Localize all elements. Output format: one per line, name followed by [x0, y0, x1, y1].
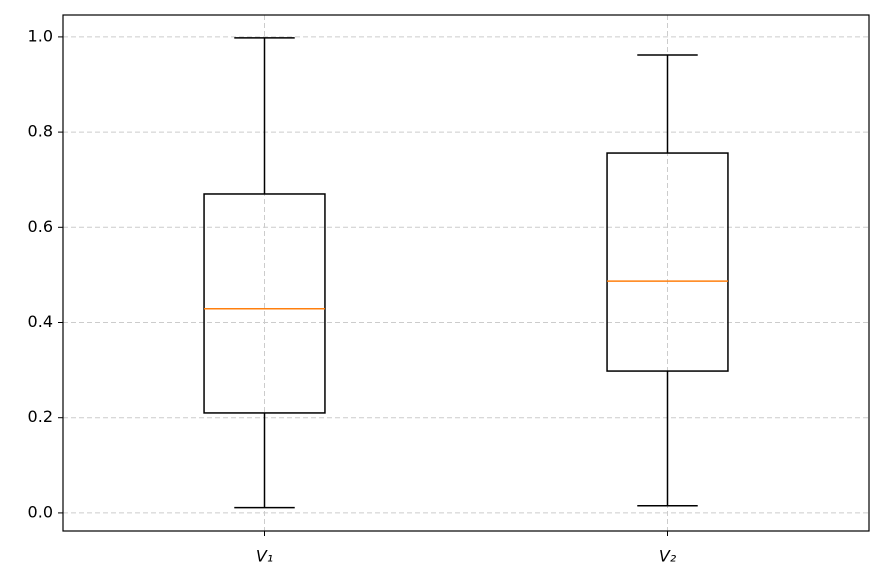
x-tick-label: V₁ [256, 547, 273, 566]
plot-frame [62, 14, 870, 532]
box [606, 152, 729, 372]
x-tick-label: V₂ [659, 547, 677, 566]
y-tick-label: 1.0 [28, 26, 53, 45]
y-tick-label: 0.2 [28, 407, 53, 426]
y-tick-label: 0.8 [28, 122, 53, 141]
y-tick-label: 0.4 [28, 312, 53, 331]
y-tick-label: 0.6 [28, 217, 53, 236]
y-tick-label: 0.0 [28, 502, 53, 521]
box [203, 193, 326, 414]
